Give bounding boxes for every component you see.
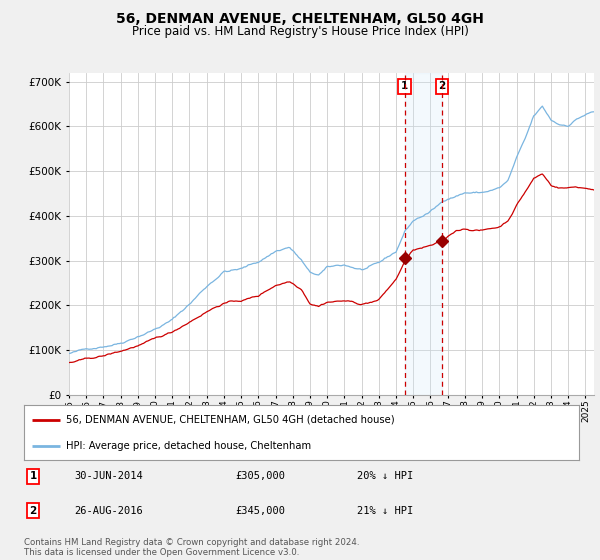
Text: 2: 2 bbox=[439, 81, 446, 91]
Text: 1: 1 bbox=[401, 81, 408, 91]
Text: £305,000: £305,000 bbox=[235, 472, 285, 482]
Text: 1: 1 bbox=[29, 472, 37, 482]
Text: Price paid vs. HM Land Registry's House Price Index (HPI): Price paid vs. HM Land Registry's House … bbox=[131, 25, 469, 38]
Text: 56, DENMAN AVENUE, CHELTENHAM, GL50 4GH (detached house): 56, DENMAN AVENUE, CHELTENHAM, GL50 4GH … bbox=[65, 415, 394, 424]
Text: 20% ↓ HPI: 20% ↓ HPI bbox=[357, 472, 413, 482]
Text: Contains HM Land Registry data © Crown copyright and database right 2024.
This d: Contains HM Land Registry data © Crown c… bbox=[24, 538, 359, 557]
Text: 26-AUG-2016: 26-AUG-2016 bbox=[74, 506, 143, 516]
Text: 56, DENMAN AVENUE, CHELTENHAM, GL50 4GH: 56, DENMAN AVENUE, CHELTENHAM, GL50 4GH bbox=[116, 12, 484, 26]
Text: 30-JUN-2014: 30-JUN-2014 bbox=[74, 472, 143, 482]
Bar bbox=[404, 73, 442, 395]
Text: HPI: Average price, detached house, Cheltenham: HPI: Average price, detached house, Chel… bbox=[65, 441, 311, 451]
Text: £345,000: £345,000 bbox=[235, 506, 285, 516]
Text: 21% ↓ HPI: 21% ↓ HPI bbox=[357, 506, 413, 516]
Text: 2: 2 bbox=[29, 506, 37, 516]
